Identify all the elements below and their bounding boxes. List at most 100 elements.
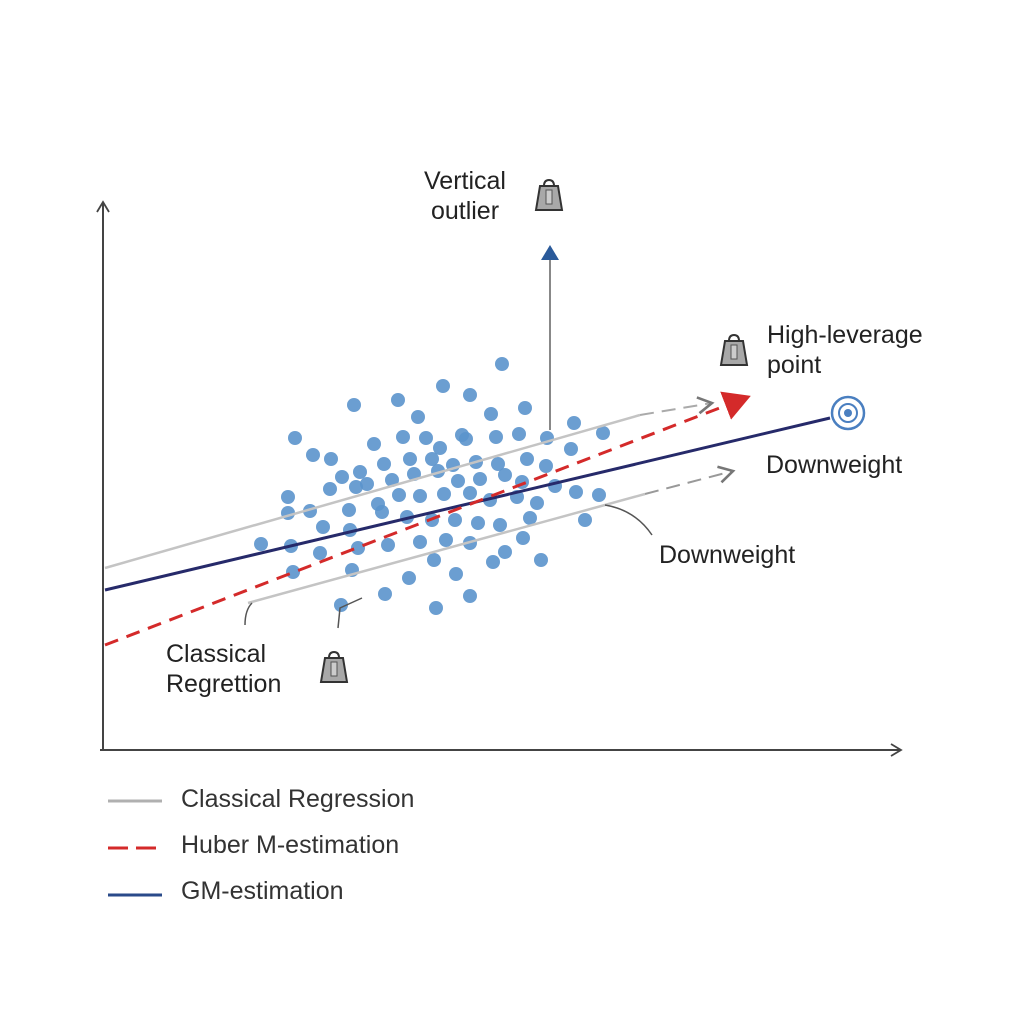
scatter-point [381,538,395,552]
scatter-point [539,459,553,473]
scatter-point [463,486,477,500]
classical-lower-dashed [644,465,736,495]
scatter-point [385,473,399,487]
scatter-point [411,410,425,424]
x-axis-arrow-icon [890,743,903,757]
scatter-point [592,488,606,502]
scatter-point [353,465,367,479]
label-line: Vertical [424,167,506,195]
high-leverage-label: High-leverage point [767,320,923,380]
weight-icon [535,179,563,211]
classical-lower-line [247,492,646,605]
scatter-point [316,520,330,534]
scatter-point [512,427,526,441]
scatter-point [419,431,433,445]
scatter-point [437,487,451,501]
scatter-point [349,480,363,494]
scatter-point [463,388,477,402]
scatter-point [429,601,443,615]
classical-pointer [244,602,253,626]
scatter-point [569,485,583,499]
scatter-point [342,503,356,517]
label-line: point [767,351,822,379]
scatter-point [375,505,389,519]
arrow-up-icon [541,245,559,260]
scatter-point [471,516,485,530]
scatter-point [489,430,503,444]
classical-upper-line [104,413,641,570]
scatter-point [360,477,374,491]
classical-upper-dashed [639,396,715,416]
legend-item-classical: Classical Regression [181,785,415,813]
target-icon [830,395,866,431]
scatter-point [518,401,532,415]
scatter-point [436,379,450,393]
scatter-point [413,489,427,503]
scatter-point [351,541,365,555]
scatter-point [427,553,441,567]
vertical-outlier-label: Vertical outlier [424,166,506,226]
classical-lines [104,396,736,605]
scatter-point [439,533,453,547]
label-line: outlier [430,197,500,225]
legend-item-huber: Huber M-estimation [181,831,400,859]
legend-item-gm: GM-estimation [181,877,344,905]
scatter-point [378,587,392,601]
weight-icon [319,650,349,684]
scatter-point [484,407,498,421]
downweight-pointer [604,504,653,536]
label-line: Classical [166,640,267,668]
y-axis-arrow-icon [96,200,110,213]
scatter-point [402,571,416,585]
scatter-point [463,589,477,603]
scatter-point [377,457,391,471]
scatter-point [403,452,417,466]
scatter-point [391,393,405,407]
scatter-point [448,513,462,527]
scatter-point [367,437,381,451]
scatter-points [254,357,610,615]
scatter-point [520,452,534,466]
scatter-point [286,565,300,579]
scatter-point [335,470,349,484]
scatter-point [313,546,327,560]
weight-icon [719,333,749,367]
scatter-point [323,482,337,496]
scatter-point [413,535,427,549]
scatter-point [473,472,487,486]
legend-swatches [108,799,162,897]
scatter-point [596,426,610,440]
weight-pointer [337,597,363,629]
scatter-point [534,553,548,567]
scatter-point [530,496,544,510]
scatter-point [433,441,447,455]
scatter-point [567,416,581,430]
gm-estimation-line [104,416,831,592]
scatter-point [449,567,463,581]
vertical-outlier-arrow [541,245,559,430]
scatter-point [347,398,361,412]
classical-regression-label: Classical Regrettion [166,639,281,699]
scatter-point [425,452,439,466]
scatter-point [578,513,592,527]
scatter-point [523,511,537,525]
scatter-point [396,430,410,444]
scatter-point [495,357,509,371]
scatter-point [459,432,473,446]
downweight-label-1: Downweight [766,451,903,479]
scatter-point [493,518,507,532]
scatter-point [392,488,406,502]
scatter-point [564,442,578,456]
label-line: Regrettion [166,670,282,698]
scatter-point [498,545,512,559]
scatter-point [486,555,500,569]
label-line: High-leverage [767,321,923,349]
downweight-label-2: Downweight [659,541,796,569]
scatter-point [498,468,512,482]
scatter-point [306,448,320,462]
axes [96,200,903,757]
scatter-point [254,537,268,551]
scatter-point [491,457,505,471]
scatter-point [451,474,465,488]
